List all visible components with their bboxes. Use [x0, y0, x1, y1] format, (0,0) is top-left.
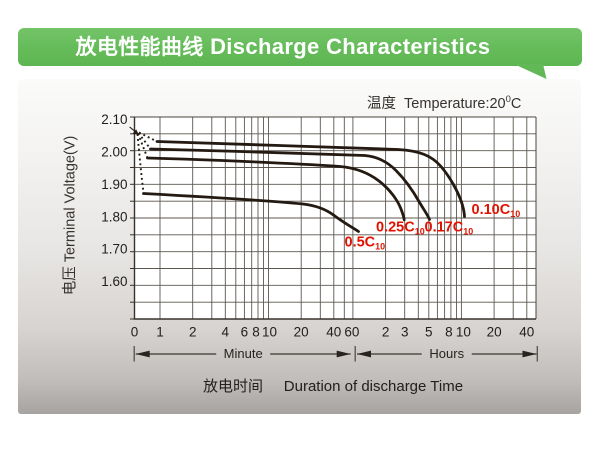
svg-text:1.60: 1.60	[101, 274, 127, 289]
svg-text:1.80: 1.80	[101, 209, 127, 224]
svg-text:2: 2	[382, 324, 390, 339]
svg-text:4: 4	[222, 324, 230, 339]
svg-text:20: 20	[294, 324, 309, 339]
svg-text:8: 8	[252, 324, 260, 339]
svg-text:2.10: 2.10	[101, 112, 127, 127]
svg-text:10: 10	[262, 324, 277, 339]
svg-text:2: 2	[189, 324, 197, 339]
svg-text:Minute: Minute	[224, 346, 263, 361]
svg-text:2.00: 2.00	[101, 145, 127, 160]
svg-text:0.17C10: 0.17C10	[425, 220, 474, 237]
svg-text:40: 40	[519, 324, 534, 339]
svg-text:40: 40	[326, 324, 341, 339]
svg-text:Hours: Hours	[429, 346, 464, 361]
svg-text:0.25C10: 0.25C10	[376, 220, 425, 237]
svg-text:1.70: 1.70	[101, 242, 127, 257]
svg-text:20: 20	[487, 324, 502, 339]
svg-text:0.10C10: 0.10C10	[472, 202, 521, 219]
svg-text:0.5C10: 0.5C10	[345, 235, 386, 252]
svg-text:60: 60	[344, 324, 359, 339]
svg-text:10: 10	[456, 324, 471, 339]
svg-text:1: 1	[156, 324, 164, 339]
svg-text:6: 6	[241, 324, 249, 339]
svg-text:0: 0	[131, 324, 139, 339]
svg-text:8: 8	[445, 324, 453, 339]
svg-text:5: 5	[425, 324, 433, 339]
svg-text:1.90: 1.90	[101, 177, 127, 192]
svg-text:3: 3	[401, 324, 409, 339]
